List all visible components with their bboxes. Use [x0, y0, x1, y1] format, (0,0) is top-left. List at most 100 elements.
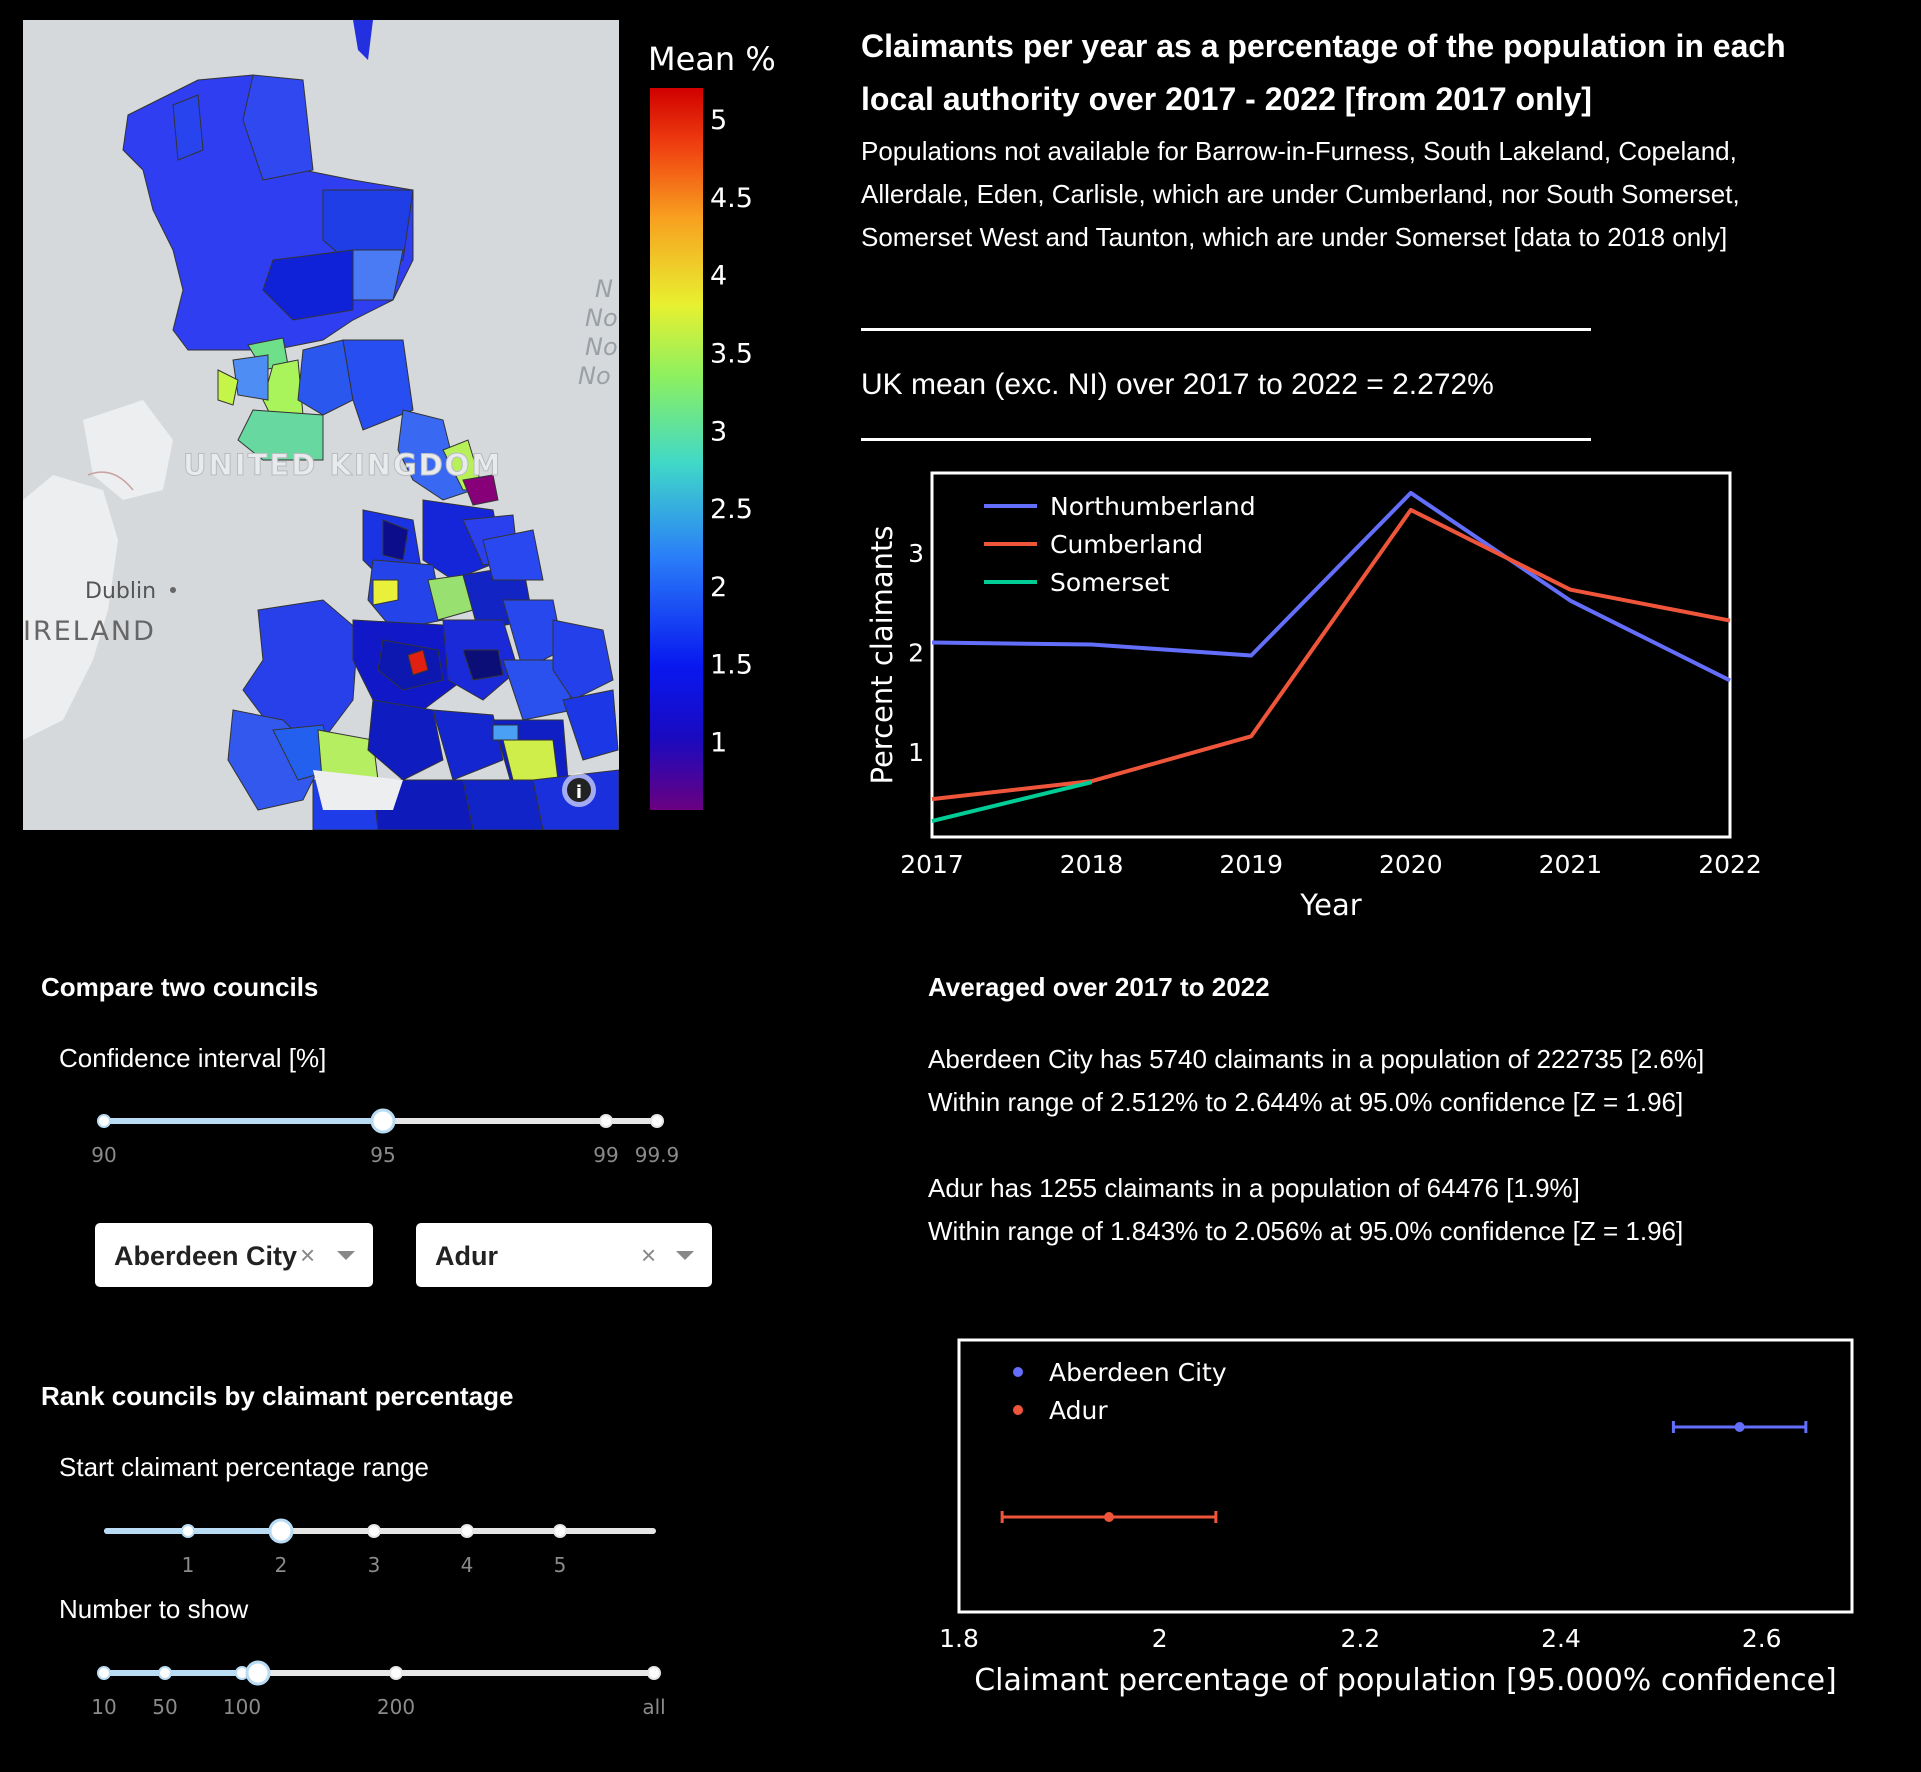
map-label-dublin: Dublin	[85, 579, 156, 604]
slider-handle[interactable]	[268, 1518, 294, 1544]
clear-icon[interactable]: ×	[641, 1240, 657, 1270]
line-chart-canvas[interactable]: 2017 2018 2019 2020 2021 2022 1 2 3 Year Percent c…	[860, 460, 1762, 930]
slider-mark-dot	[367, 1524, 381, 1538]
errorbar-chart[interactable]: 1.8 2 2.2 2.4 2.6 Claimant percentage of popu…	[930, 1330, 1870, 1710]
legend-label: Adur	[1049, 1396, 1108, 1425]
chevron-down-icon[interactable]	[676, 1251, 694, 1260]
map-label-ireland: IRELAND	[23, 616, 156, 647]
council-a-range: Within range of 2.512% to 2.644% at 95.0…	[928, 1087, 1684, 1117]
rank-title: Rank councils by claimant percentage	[41, 1381, 514, 1411]
slider-mark-label: 50	[152, 1695, 177, 1719]
council-b-range: Within range of 1.843% to 2.056% at 95.0…	[928, 1216, 1684, 1246]
slider-mark-label: 90	[91, 1143, 116, 1167]
colorbar-tick-label: 1	[710, 728, 727, 759]
x-tick-label: 2018	[1060, 850, 1124, 879]
colorbar-tick-label: 2	[710, 572, 727, 603]
legend-label: Aberdeen City	[1049, 1358, 1227, 1387]
colorbar-scale	[650, 88, 703, 810]
region-london	[502, 739, 559, 781]
region-northumberland	[397, 409, 474, 501]
region-shetland	[353, 20, 373, 60]
slider-handle[interactable]	[370, 1108, 396, 1134]
council-a-dropdown[interactable]: Aberdeen City ×	[95, 1223, 373, 1287]
colorbar-tick-label: 5	[710, 105, 727, 136]
map-canvas[interactable]: UNITED KINGDOM Dublin IRELAND N No No No…	[23, 20, 620, 831]
council-a-value: Aberdeen City	[114, 1241, 298, 1271]
council-b-value: Adur	[435, 1241, 498, 1271]
start-range-slider[interactable]: 1 2 3 4 5	[80, 1510, 680, 1580]
errorbar-chart-canvas[interactable]: 1.8 2 2.2 2.4 2.6 Claimant percentage of popu…	[930, 1330, 1870, 1710]
region-dark-1	[382, 519, 409, 561]
info-icon[interactable]: i	[562, 773, 596, 807]
region-suffolk	[562, 689, 619, 761]
series-line-northumberland	[931, 490, 1731, 683]
compare-title: Compare two councils	[41, 972, 319, 1002]
colorbar-tick-label: 4.5	[710, 183, 753, 214]
x-tick-label: 2017	[900, 850, 964, 879]
region-northamptonshire	[432, 709, 504, 781]
ci-slider[interactable]: 90 95 99 99.9	[80, 1100, 680, 1170]
number-slider[interactable]: 10 50 100 200 all	[80, 1652, 680, 1722]
region-east-riding	[482, 529, 544, 581]
legend-marker	[1013, 1367, 1023, 1377]
slider-mark-label: 100	[223, 1695, 261, 1719]
error-plot-frame	[957, 1338, 1854, 1614]
x-axis-label: Year	[1299, 888, 1361, 922]
slider-mark-label: 95	[370, 1143, 395, 1167]
slider-mark-dot	[460, 1524, 474, 1538]
y-tick-label: 1	[908, 738, 924, 767]
data-point	[1104, 1512, 1115, 1522]
colorbar-tick-label: 1.5	[710, 650, 753, 681]
start-range-label: Start claimant percentage range	[59, 1452, 429, 1482]
number-label: Number to show	[59, 1594, 249, 1624]
slider-mark-dot	[650, 1114, 664, 1128]
choropleth-map[interactable]: UNITED KINGDOM Dublin IRELAND N No No No…	[23, 20, 620, 831]
chevron-down-icon[interactable]	[337, 1251, 355, 1260]
slider-mark-label: all	[642, 1695, 665, 1719]
region-lothian	[297, 339, 354, 416]
line-chart[interactable]: 2017 2018 2019 2020 2021 2022 1 2 3 Year Percent c…	[860, 460, 1762, 930]
page-title: Claimants per year as a percentage of th…	[861, 28, 1786, 117]
data-point	[1734, 1422, 1745, 1432]
region-blackpool	[372, 579, 399, 606]
colorbar-title: Mean %	[648, 40, 776, 78]
legend-marker	[1013, 1405, 1023, 1415]
region-dumfries	[237, 409, 324, 461]
slider-handle[interactable]	[245, 1660, 271, 1686]
slider-mark-dot	[158, 1666, 172, 1680]
slider-mark-dot	[647, 1666, 661, 1680]
slider-mark-label: 200	[377, 1695, 415, 1719]
x-axis-label: Claimant percentage of population [95.00…	[974, 1663, 1837, 1698]
council-b-dropdown[interactable]: Adur ×	[416, 1223, 712, 1287]
region-perth	[262, 249, 354, 321]
x-tick-label: 2021	[1539, 850, 1603, 879]
x-tick-label: 1.8	[939, 1624, 979, 1653]
clear-icon[interactable]: ×	[300, 1240, 316, 1270]
slider-mark-label: 99.9	[635, 1143, 680, 1167]
averaged-title: Averaged over 2017 to 2022	[928, 972, 1270, 1002]
region-norfolk	[552, 619, 614, 701]
legend-label: Northumberland	[1050, 492, 1256, 521]
slider-mark-label: 4	[461, 1553, 474, 1577]
region-wales-south	[227, 709, 324, 811]
y-axis-label: Percent claimants	[865, 525, 899, 784]
page-subtitle: Populations not available for Barrow-in-…	[861, 136, 1740, 252]
svg-text:i: i	[576, 782, 582, 803]
region-dark-2	[462, 649, 504, 681]
x-tick-label: 2019	[1219, 850, 1283, 879]
divider-top	[861, 328, 1591, 331]
uk-mean-text: UK mean (exc. NI) over 2017 to 2022 = 2.…	[861, 368, 1494, 401]
slider-mark-dot	[389, 1666, 403, 1680]
y-tick-label: 3	[908, 539, 924, 568]
slider-mark-dot	[97, 1666, 111, 1680]
slider-mark-label: 10	[91, 1695, 116, 1719]
divider-bottom	[861, 438, 1591, 441]
region-inverclyde	[217, 369, 239, 406]
region-western-isles	[172, 94, 204, 161]
region-hartlepool	[462, 474, 499, 506]
northern-ireland-landmass	[83, 400, 173, 500]
legend-label: Somerset	[1050, 568, 1170, 597]
slider-mark-label: 3	[368, 1553, 381, 1577]
y-tick-label: 2	[908, 639, 924, 668]
x-tick-label: 2.2	[1340, 1624, 1380, 1653]
